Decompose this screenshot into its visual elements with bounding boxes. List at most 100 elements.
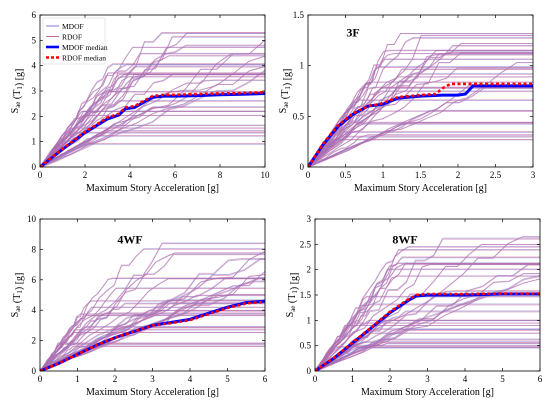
chart-panel-4f: 0 2 4 6 8 10 0 1 2 3 4 5 6 Maximum Story Acceleration… [10, 10, 270, 194]
x-tick-label: 0.5 [340, 170, 352, 180]
x-tick-label: 0 [38, 170, 43, 180]
panel-title: 3F [346, 25, 359, 39]
panel-title: 4WF [117, 232, 142, 246]
x-tick-label: 3 [531, 170, 536, 180]
x-tick-label: 4 [188, 374, 193, 384]
rdof-median-line [40, 91, 265, 167]
y-axis-label: Sae (T1) [g] [10, 273, 25, 318]
x-tick-label: 4 [128, 170, 133, 180]
rdof-record-line [308, 134, 533, 167]
x-tick-label: 0 [313, 374, 318, 384]
y-tick-label: 2 [32, 336, 37, 346]
rdof-record-line [40, 250, 265, 371]
rdof-record-line [40, 278, 265, 371]
y-tick-label: 2 [32, 111, 37, 121]
rdof-record-line [308, 123, 533, 167]
rdof-record-line [40, 248, 265, 371]
y-tick-label: 6 [32, 275, 37, 285]
y-tick-label: 0.5 [300, 341, 312, 351]
record-curves [308, 33, 533, 167]
y-axis-label: Sae (T1) [g] [278, 69, 293, 114]
y-tick-label: 0 [300, 162, 305, 172]
y-tick-label: 0 [32, 162, 37, 172]
x-tick-label: 1 [75, 374, 80, 384]
x-tick-label: 3 [425, 374, 430, 384]
y-tick-label: 1.5 [293, 10, 305, 20]
mdof-median-line [308, 84, 533, 167]
x-axis-label: Maximum Story Acceleration [g] [86, 183, 219, 194]
x-tick-label: 1 [381, 170, 386, 180]
y-tick-label: 3 [307, 214, 312, 224]
rdof-record-line [308, 58, 533, 167]
x-tick-label: 0 [306, 170, 311, 180]
x-tick-label: 4 [463, 374, 468, 384]
x-tick-label: 0 [38, 374, 43, 384]
y-tick-label: 2.5 [300, 239, 312, 249]
x-tick-label: 1 [350, 374, 355, 384]
y-tick-label: 8 [32, 244, 37, 254]
y-tick-label: 0 [307, 366, 312, 376]
mdof-record-line [40, 65, 265, 167]
y-tick-label: 0.5 [293, 111, 305, 121]
panel-title: 8WF [392, 232, 417, 246]
x-tick-label: 3 [150, 374, 155, 384]
rdof-record-line [308, 67, 533, 167]
x-tick-label: 1.5 [415, 170, 427, 180]
y-tick-label: 5 [32, 35, 37, 45]
x-tick-label: 6 [263, 374, 268, 384]
mdof-record-line [40, 45, 265, 167]
rdof-record-line [40, 35, 265, 167]
rdof-record-line [40, 243, 265, 371]
mdof-record-line [308, 36, 533, 167]
x-tick-label: 2 [456, 170, 461, 180]
rdof-record-line [41, 70, 265, 167]
x-axis-label: Maximum Story Acceleration [g] [86, 387, 219, 398]
x-tick-label: 2 [83, 170, 88, 180]
legend-label: RDOF [62, 33, 82, 42]
y-tick-label: 0 [32, 366, 37, 376]
y-tick-label: 1 [307, 315, 312, 325]
rdof-record-line [308, 54, 533, 167]
mdof-record-line [40, 313, 265, 371]
x-axis-label: Maximum Story Acceleration [g] [354, 183, 487, 194]
rdof-record-line [315, 275, 540, 371]
mdof-record-line [315, 338, 540, 371]
mdof-record-line [40, 106, 265, 167]
rdof-record-line [40, 303, 265, 371]
rdof-record-line [40, 277, 265, 371]
y-axis-label: Sae (T1) [g] [285, 273, 300, 318]
y-tick-label: 6 [32, 10, 37, 20]
legend-label: RDOF median [62, 54, 106, 63]
y-tick-label: 3 [32, 86, 37, 96]
x-tick-label: 2.5 [490, 170, 502, 180]
rdof-record-line [308, 84, 533, 167]
y-tick-label: 2 [307, 265, 312, 275]
y-tick-label: 1.5 [300, 290, 312, 300]
mdof-record-line [40, 65, 265, 167]
y-tick-label: 4 [32, 305, 37, 315]
rdof-record-line [40, 107, 265, 167]
mdof-record-line [40, 258, 265, 371]
rdof-record-line [308, 53, 533, 167]
legend-label: MDOF median [62, 43, 108, 52]
x-axis-label: Maximum Story Acceleration [g] [361, 387, 494, 398]
mdof-record-line [40, 313, 265, 371]
x-tick-label: 2 [113, 374, 118, 384]
mdof-record-line [40, 258, 265, 371]
x-tick-label: 2 [388, 374, 393, 384]
rdof-record-line [308, 110, 533, 167]
mdof-record-line [308, 136, 533, 167]
rdof-record-line [315, 319, 540, 371]
x-tick-label: 8 [218, 170, 223, 180]
record-curves [315, 236, 540, 371]
y-axis-label: Sae (T1) [g] [10, 69, 25, 114]
x-tick-label: 5 [225, 374, 230, 384]
legend-label: MDOF [62, 22, 84, 31]
record-curves [40, 32, 265, 167]
rdof-median-line [40, 300, 265, 371]
y-tick-label: 1 [32, 137, 37, 147]
mdof-record-line [40, 69, 265, 167]
rdof-record-line [40, 315, 265, 371]
